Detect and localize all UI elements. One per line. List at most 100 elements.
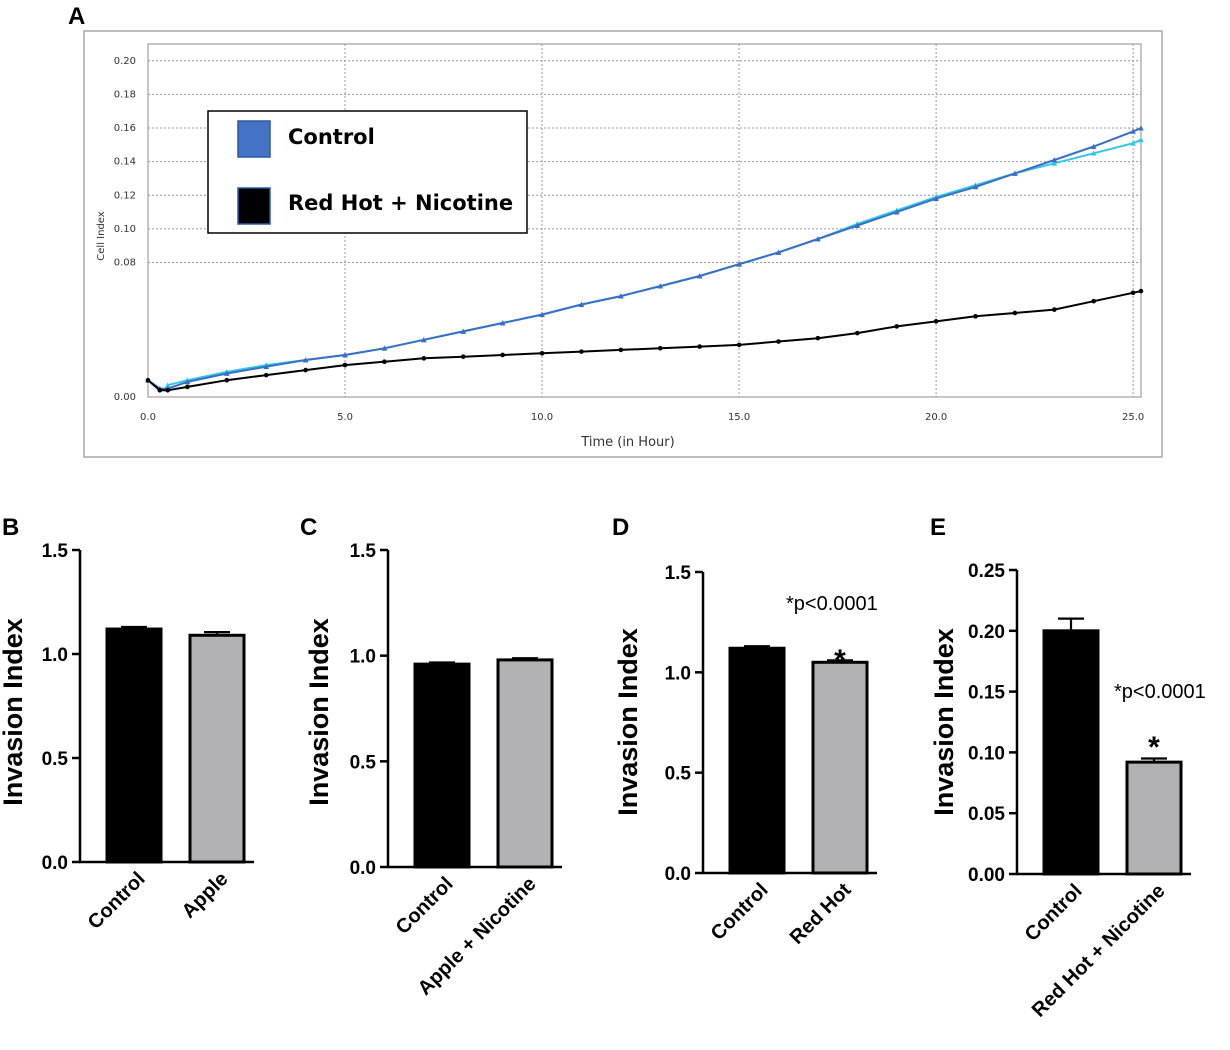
data-point — [815, 236, 821, 242]
significance-star: * — [834, 644, 846, 677]
legend-swatch-control — [237, 120, 271, 158]
data-point — [302, 357, 309, 363]
data-point — [1091, 298, 1097, 304]
y-tick-label: 0.10 — [114, 224, 136, 235]
data-point — [775, 249, 782, 255]
bar-control — [413, 662, 471, 869]
data-point — [1012, 310, 1018, 316]
y-tick-label: 0.20 — [968, 622, 1005, 643]
p-value-annotation: *p<0.0001 — [786, 593, 878, 615]
y-axis-label: Cell Index — [96, 211, 107, 260]
y-tick-label: 0.20 — [114, 56, 136, 67]
p-value-annotation: *p<0.0001 — [1114, 681, 1206, 703]
data-point — [736, 342, 742, 348]
data-point — [815, 335, 821, 341]
panel-label-e: E — [930, 514, 946, 541]
data-point — [500, 352, 505, 358]
data-point — [894, 324, 899, 329]
data-point — [342, 362, 348, 368]
y-tick-label: 0.00 — [968, 865, 1005, 886]
x-tick-label: 25.0 — [1122, 412, 1144, 423]
y-tick-label: 1.5 — [42, 541, 69, 562]
y-tick-label: 0.10 — [968, 743, 1005, 764]
y-tick-label: 0.00 — [114, 392, 136, 403]
data-point — [382, 359, 387, 365]
tick-labels: 0.0 5.0 10.0 15.0 20.0 25.0 0.00 0.08 0.10 0.12 0.… — [114, 56, 1145, 423]
data-point — [1138, 288, 1144, 294]
data-point — [460, 328, 467, 334]
data-point — [1138, 125, 1144, 131]
panel-label-c: C — [300, 514, 317, 541]
data-point — [854, 330, 860, 336]
data-point — [1130, 128, 1136, 134]
data-point — [618, 347, 624, 353]
data-point — [657, 345, 663, 351]
y-tick-label: 1.5 — [350, 541, 377, 562]
data-point — [145, 377, 151, 383]
legend-swatch-red-hot-nicotine — [237, 187, 271, 225]
panel-label-d: D — [612, 514, 629, 541]
x-axis-label: Time (in Hour) — [580, 435, 674, 450]
data-point — [933, 319, 939, 324]
y-tick-label: 0.0 — [42, 853, 68, 874]
data-point — [1012, 170, 1018, 176]
bar-apple-nicotine — [496, 658, 554, 869]
data-point — [539, 311, 545, 318]
data-point — [776, 339, 781, 344]
data-point — [165, 387, 171, 393]
y-tick-label: 0.0 — [350, 858, 376, 879]
line-chart-a: 0.0 5.0 10.0 15.0 20.0 25.0 0.00 0.08 0.10 0.12 0.… — [83, 30, 1163, 458]
y-tick-label: 1.0 — [350, 647, 376, 668]
data-point — [539, 350, 545, 356]
data-point — [499, 320, 506, 326]
y-tick-label: 0.0 — [665, 864, 691, 885]
y-tick-label: 1.0 — [665, 663, 691, 684]
data-point — [263, 372, 269, 378]
category-label: Apple — [178, 868, 233, 923]
data-point — [185, 384, 190, 390]
category-label: Red Hot — [786, 879, 856, 949]
panel-label-a: A — [68, 3, 85, 30]
category-label: Control — [392, 873, 458, 939]
data-point — [460, 354, 466, 359]
legend: Control Red Hot + Nicotine — [207, 110, 528, 234]
data-point — [421, 337, 427, 343]
bar-chart-b: 0.0 0.5 1.0 1.5 Invasion Index Control Apple — [0, 541, 254, 934]
y-tick-label: 0.12 — [114, 190, 136, 201]
category-label: Control — [84, 868, 150, 934]
data-point — [697, 344, 702, 349]
data-point — [164, 382, 171, 388]
data-point — [657, 283, 664, 289]
data-point — [618, 293, 624, 299]
y-tick-label: 1.5 — [665, 563, 692, 584]
data-point — [579, 349, 584, 354]
y-axis-label: Invasion Index — [929, 628, 959, 816]
y-tick-label: 1.0 — [42, 645, 68, 666]
y-tick-label: 0.18 — [114, 89, 136, 100]
y-axis-label: Invasion Index — [304, 618, 334, 806]
bar-control — [105, 627, 163, 864]
category-label: Control — [707, 879, 773, 945]
y-tick-label: 0.5 — [42, 749, 69, 770]
data-point — [1130, 140, 1136, 146]
y-tick-label: 0.15 — [968, 683, 1005, 704]
y-axis-label: Invasion Index — [613, 628, 643, 816]
data-point — [224, 377, 230, 383]
data-point — [578, 301, 585, 307]
chart-frame — [83, 30, 1163, 458]
data-point — [184, 379, 191, 385]
x-tick-label: 10.0 — [531, 412, 553, 423]
data-point — [696, 273, 703, 279]
bar-red-hot — [811, 660, 869, 875]
y-tick-label: 0.08 — [114, 258, 136, 269]
data-point — [224, 370, 230, 376]
data-point — [421, 356, 427, 361]
legend-label-red-hot-nicotine: Red Hot + Nicotine — [288, 191, 513, 215]
data-point — [1051, 157, 1058, 163]
panel-label-b: B — [2, 514, 19, 541]
bar-control — [728, 646, 786, 875]
data-point — [972, 184, 979, 190]
data-point — [342, 352, 348, 358]
